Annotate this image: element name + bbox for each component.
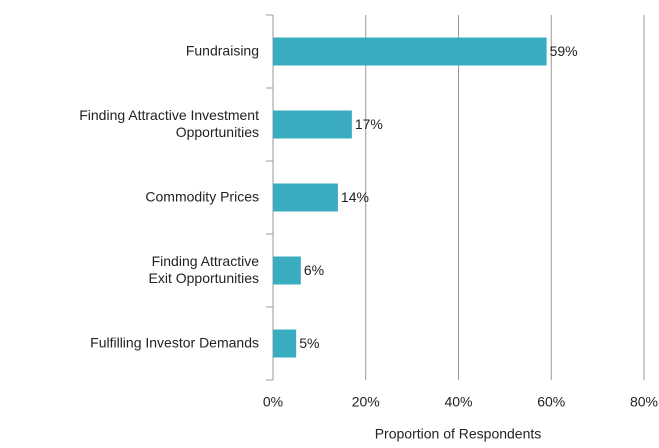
- bar: [273, 110, 352, 139]
- y-tick-label-line: Fundraising: [186, 42, 259, 58]
- y-tick-label-line: Finding Attractive Investment: [79, 107, 259, 123]
- y-tick-label: Fulfilling Investor Demands: [90, 334, 259, 350]
- y-tick-label-line: Commodity Prices: [145, 188, 259, 204]
- y-tick-label-line: Opportunities: [176, 124, 259, 140]
- x-tick-label: 80%: [630, 394, 658, 410]
- bar: [273, 329, 297, 358]
- bar: [273, 183, 338, 212]
- y-tick-label: Fundraising: [186, 42, 259, 58]
- y-tick-label: Finding Attractive Exit Opportunities: [149, 253, 260, 286]
- x-tick-label: 0%: [263, 394, 283, 410]
- bar: [273, 256, 301, 285]
- value-label: 6%: [304, 262, 324, 278]
- value-label: 17%: [355, 116, 383, 132]
- y-tick-label: Finding Attractive Investment Opportuniti…: [79, 107, 259, 140]
- x-axis-title: Proportion of Respondents: [375, 426, 542, 442]
- value-label: 5%: [299, 335, 319, 351]
- x-tick-label: 60%: [537, 394, 565, 410]
- bar: [273, 37, 547, 66]
- x-tick-label: 40%: [444, 394, 472, 410]
- value-label: 14%: [341, 189, 369, 205]
- x-tick-label: 20%: [352, 394, 380, 410]
- y-tick-label-line: Exit Opportunities: [149, 270, 260, 286]
- value-label: 59%: [550, 43, 578, 59]
- y-tick-label-line: Finding Attractive: [152, 253, 260, 269]
- y-tick-label-line: Fulfilling Investor Demands: [90, 334, 259, 350]
- y-tick-label: Commodity Prices: [145, 188, 259, 204]
